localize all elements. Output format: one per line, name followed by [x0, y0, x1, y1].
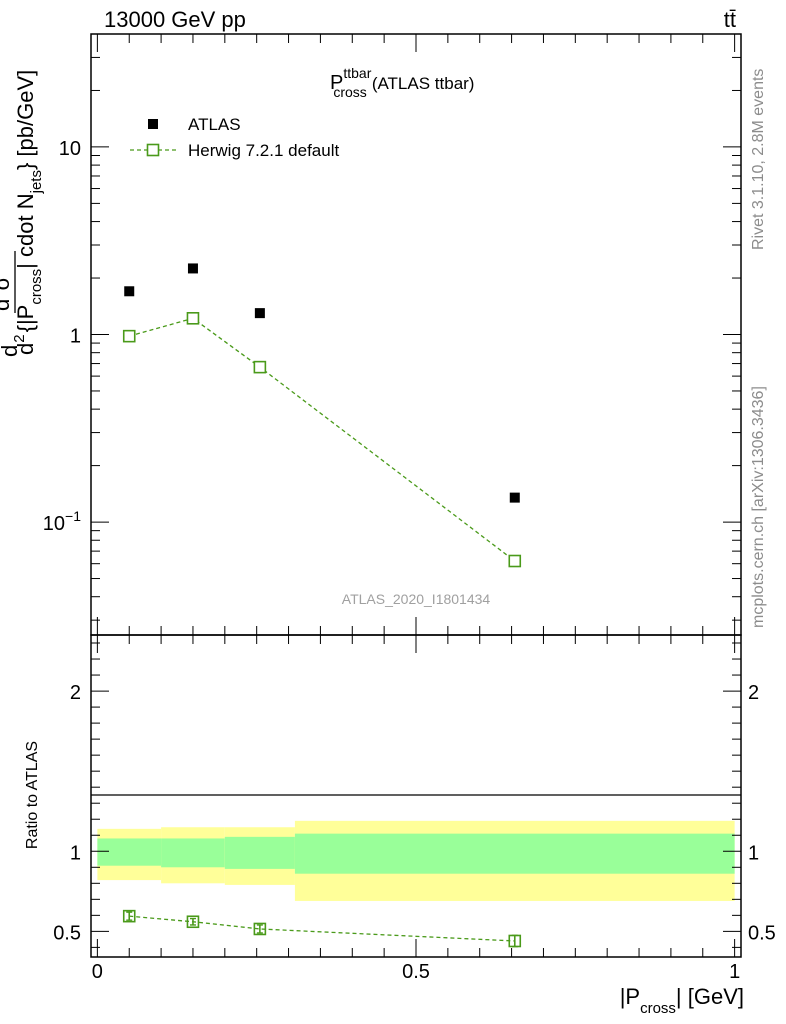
main-axis-ticks	[91, 33, 741, 635]
legend-atlas-label: ATLAS	[188, 115, 241, 134]
x-tick-label: 0.5	[402, 961, 430, 983]
main-data-series	[122, 263, 522, 568]
ratio-herwig-point	[186, 915, 200, 929]
herwig-point	[122, 329, 136, 343]
x-tick-label: 1	[729, 961, 740, 983]
mcplots-label: mcplots.cern.ch [arXiv:1306.3436]	[750, 386, 767, 628]
herwig-point	[508, 554, 522, 568]
atlas-point	[124, 286, 135, 297]
svg-text:d: d	[0, 345, 22, 357]
main-y-tick-label: 10−1	[43, 508, 81, 535]
beam-label: 13000 GeV pp	[104, 7, 246, 32]
ratio-inner-band	[224, 836, 295, 869]
svg-text:d2{|Pcross| cdot Njets} [pb/Ge: d2{|Pcross| cdot Njets} [pb/GeV]	[11, 70, 45, 355]
herwig-point	[186, 312, 200, 325]
ratio-y-tick-label-right: 1	[748, 842, 759, 864]
ratio-y-tick-label-right: 2	[748, 682, 759, 704]
legend-herwig-marker	[146, 143, 160, 157]
svg-text:d2σttd: d2σttd	[0, 260, 14, 311]
ratio-y-axis-label: Ratio to ATLAS	[24, 741, 41, 849]
legend-atlas-marker	[148, 119, 158, 129]
ratio-y-tick-label-right: 0.5	[748, 922, 776, 944]
ratio-herwig-point	[122, 909, 136, 923]
main-y-axis-label: d2{|Pcross| cdot Njets} [pb/GeV] d d2σtt…	[0, 70, 45, 357]
atlas-point	[509, 492, 520, 503]
main-y-tick-label: 1	[70, 326, 81, 348]
legend: ATLAS Herwig 7.2.1 default	[130, 115, 339, 160]
ratio-inner-band	[294, 833, 735, 874]
main-y-tick-label: 10	[59, 138, 81, 160]
main-y-tick-labels: 10−1 1 10	[43, 138, 81, 535]
ratio-plot-frame	[90, 634, 742, 958]
ratio-axis-ticks	[91, 635, 741, 957]
analysis-id: ATLAS_2020_I1801434	[342, 591, 491, 607]
rivet-version-label: Rivet 3.1.10, 2.8M events	[750, 69, 767, 250]
x-axis-label: |Pcross| [GeV]	[620, 984, 744, 1017]
herwig-point	[253, 360, 267, 374]
ratio-y-tick-label-left: 2	[70, 682, 81, 704]
process-label: tt̄	[724, 7, 736, 32]
x-tick-label: 0	[92, 961, 103, 983]
ratio-data-series	[122, 909, 522, 948]
ratio-inner-band	[97, 838, 162, 866]
atlas-point	[254, 308, 265, 319]
ratio-tick-labels: 0.5 0.5 1 1 2 2 0 0.5 1	[53, 682, 776, 983]
herwig-line	[129, 317, 516, 562]
plot-title: Pttbar cross (ATLAS ttbar)	[330, 65, 474, 100]
legend-herwig-label: Herwig 7.2.1 default	[188, 141, 339, 160]
ratio-herwig-line	[129, 915, 515, 942]
ratio-herwig-point	[508, 934, 522, 948]
atlas-point	[187, 263, 198, 274]
ratio-inner-band	[161, 838, 225, 868]
ratio-uncertainty-bands	[97, 820, 735, 901]
ratio-y-tick-label-left: 1	[70, 842, 81, 864]
ratio-y-tick-label-left: 0.5	[53, 922, 81, 944]
ratio-herwig-point	[253, 922, 267, 936]
